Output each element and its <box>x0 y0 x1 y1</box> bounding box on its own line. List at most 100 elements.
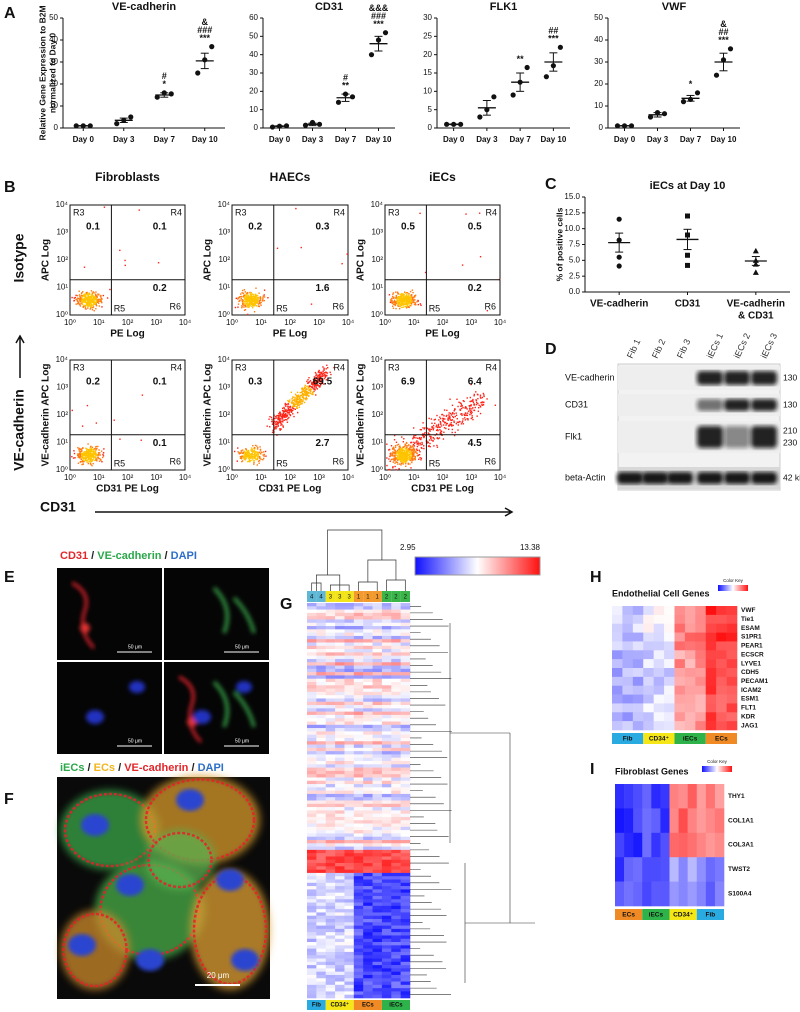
y-tick-label: 50 <box>49 13 58 22</box>
flow-event <box>483 394 484 395</box>
flow-event <box>293 408 294 409</box>
heatmap-cell <box>344 959 354 963</box>
heatmap-cell <box>401 768 411 772</box>
heatmap-cell <box>363 843 373 847</box>
flow-event <box>87 307 88 308</box>
heatmap-cell <box>316 922 326 926</box>
flow-event <box>91 297 92 298</box>
heatmap-cell <box>382 646 392 650</box>
flow-event <box>470 404 471 405</box>
heatmap-cell <box>344 675 354 679</box>
heatmap-cell <box>354 761 364 765</box>
heatmap-cell <box>363 988 373 992</box>
heatmap-cell <box>401 912 411 916</box>
flow-event <box>322 366 323 367</box>
flow-event <box>256 305 257 306</box>
heatmap-cell <box>685 703 696 712</box>
flow-event <box>393 292 394 293</box>
heatmap-cell <box>675 606 686 615</box>
heatmap-cell <box>344 738 354 742</box>
heatmap-cell <box>715 808 724 833</box>
heatmap-cell <box>391 906 401 910</box>
flow-event <box>318 371 319 372</box>
heatmap-cell <box>391 876 401 880</box>
x-axis-label: PE Log <box>110 329 144 340</box>
panel-letter: G <box>280 596 292 613</box>
heatmap-cell <box>344 754 354 758</box>
heatmap-cell <box>401 712 411 716</box>
heatmap-cell <box>643 659 654 668</box>
y-tick-label: 30 <box>594 57 603 66</box>
flow-event <box>246 456 247 457</box>
flow-event <box>237 298 238 299</box>
y-tick-label: 10³ <box>218 383 230 392</box>
heatmap-cell <box>391 659 401 663</box>
title-part: / <box>115 762 124 774</box>
heatmap-cell <box>316 932 326 936</box>
flow-event <box>247 295 248 296</box>
flow-event <box>253 462 254 463</box>
heatmap-cell <box>316 781 326 785</box>
heatmap-cell <box>363 926 373 930</box>
heatmap-cell <box>391 853 401 857</box>
flow-event <box>403 438 404 439</box>
heatmap-cell <box>326 672 336 676</box>
flow-event <box>398 299 399 300</box>
x-tick-label: 10¹ <box>93 318 105 327</box>
data-point <box>169 91 174 96</box>
heatmap-cell <box>382 870 392 874</box>
heatmap-cell <box>354 791 364 795</box>
data-point <box>728 46 733 51</box>
heatmap-cell <box>727 615 738 624</box>
flow-event <box>397 450 398 451</box>
flow-event <box>95 295 96 296</box>
heatmap-cell <box>335 633 345 637</box>
heatmap-cell <box>363 679 373 683</box>
heatmap-cell <box>326 955 336 959</box>
flow-event <box>289 413 290 414</box>
heatmap-cell <box>316 942 326 946</box>
heatmap-cell <box>326 784 336 788</box>
chart-title: CD31 <box>315 1 343 13</box>
y-tick-label: 10² <box>56 410 68 419</box>
micrograph <box>57 662 162 754</box>
flow-event <box>411 303 412 304</box>
heatmap-cell <box>363 886 373 890</box>
flow-event <box>476 404 477 405</box>
lane-label: Fib 1 <box>625 337 643 359</box>
heatmap-cell <box>391 988 401 992</box>
heatmap-cell <box>654 615 665 624</box>
heatmap-cell <box>382 629 392 633</box>
heatmap-cell <box>326 873 336 877</box>
flow-event <box>243 456 244 457</box>
heatmap-cell <box>382 666 392 670</box>
heatmap-cell <box>316 893 326 897</box>
heatmap-cell <box>695 641 706 650</box>
heatmap-cell <box>326 626 336 630</box>
heatmap-cell <box>316 633 326 637</box>
heatmap-cell <box>316 728 326 732</box>
heatmap-cell <box>706 650 717 659</box>
heatmap-cell <box>344 619 354 623</box>
flow-event <box>409 454 410 455</box>
flow-event <box>72 410 73 411</box>
flow-event <box>286 410 287 411</box>
heatmap-cell <box>382 807 392 811</box>
quadrant-percent: 0.5 <box>401 222 415 233</box>
heatmap-cell <box>373 682 383 686</box>
flow-event <box>413 302 414 303</box>
heatmap-cell <box>382 939 392 943</box>
heatmap-cell <box>612 659 623 668</box>
heatmap-cell <box>344 781 354 785</box>
lane-label: iECs 3 <box>759 332 779 360</box>
heatmap-cell <box>326 870 336 874</box>
heatmap-cell <box>344 916 354 920</box>
panel-letter: H <box>590 569 602 586</box>
heatmap-cell <box>307 748 317 752</box>
flow-event <box>486 398 487 399</box>
flow-event <box>238 301 239 302</box>
flow-event <box>88 297 89 298</box>
flow-event <box>256 445 257 446</box>
flow-event <box>91 290 92 291</box>
region-label: R4 <box>170 362 182 372</box>
